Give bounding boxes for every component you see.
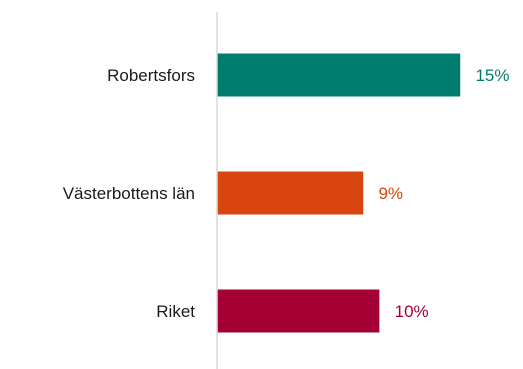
- category-label: Västerbottens län: [63, 184, 195, 203]
- value-label: 15%: [475, 66, 509, 85]
- category-label: Riket: [156, 302, 195, 321]
- value-label: 10%: [395, 302, 429, 321]
- value-label: 9%: [378, 184, 403, 203]
- bar-riket: [217, 289, 380, 333]
- bar-robertsfors: [217, 53, 461, 97]
- category-label: Robertsfors: [107, 66, 195, 85]
- bar-v-sterbottens-l-n: [217, 171, 364, 215]
